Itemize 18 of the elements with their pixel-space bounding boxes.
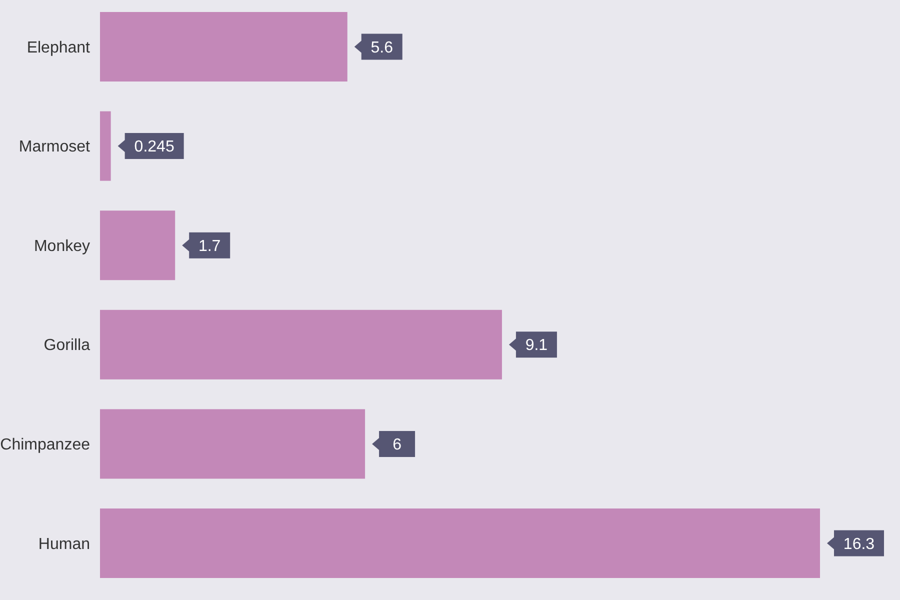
y-tick-label: Human <box>38 536 90 553</box>
data-label: 0.245 <box>134 138 174 156</box>
data-label: 1.7 <box>198 238 221 255</box>
bar <box>100 508 820 578</box>
bar <box>100 310 502 380</box>
data-label: 16.3 <box>843 536 875 553</box>
bar <box>100 210 176 280</box>
data-label: 9.1 <box>525 337 548 354</box>
y-tick-label: Monkey <box>34 238 90 255</box>
bar <box>100 12 348 82</box>
y-tick-label: Elephant <box>26 39 91 56</box>
bar <box>100 111 111 181</box>
y-tick-label: Gorilla <box>44 337 90 354</box>
data-label: 6 <box>392 436 402 454</box>
y-tick-label: Marmoset <box>18 138 91 156</box>
bar <box>100 409 366 479</box>
data-label: 5.6 <box>370 39 394 56</box>
y-tick-label: Chimpanzee <box>0 436 90 454</box>
